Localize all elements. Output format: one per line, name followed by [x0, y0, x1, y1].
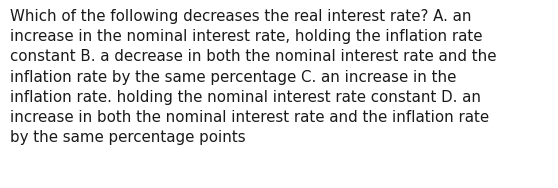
- Text: Which of the following decreases the real interest rate? A. an
increase in the n: Which of the following decreases the rea…: [10, 9, 497, 145]
